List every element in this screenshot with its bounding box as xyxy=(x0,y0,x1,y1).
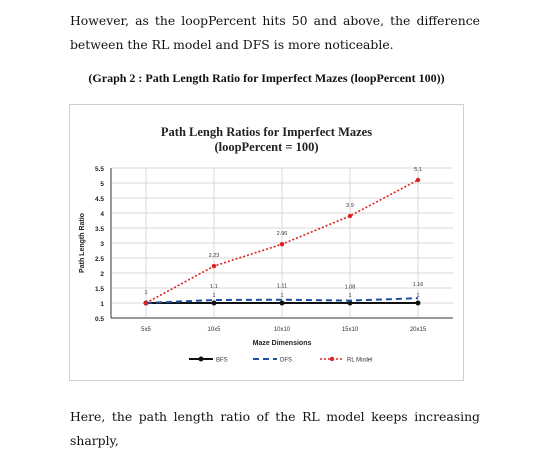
data-point-bfs xyxy=(211,300,217,306)
chart-plot: 0.5 1 1.5 2 2.5 3 3.5 4 4.5 5 5.5 5x5 10x5 10x10 15x10… xyxy=(79,166,453,364)
y-tick-label: 2 xyxy=(100,271,104,278)
data-label-rl-model: 2.96 xyxy=(277,231,288,237)
legend-label-dfs: DFS xyxy=(280,358,292,364)
chart-title: Path Lengh Ratios for Imperfect Mazes (l… xyxy=(70,125,463,155)
y-tick-label: 1 xyxy=(100,301,104,308)
x-tick-label: 5x5 xyxy=(141,327,151,333)
x-tick-label: 20x15 xyxy=(410,327,427,333)
data-point-rl-model xyxy=(143,300,149,306)
data-label-rl-model: 5.1 xyxy=(414,167,422,173)
data-label-dfs: 1.08 xyxy=(345,285,356,291)
x-tick-label: 15x10 xyxy=(342,327,359,333)
y-tick-label: 3 xyxy=(100,241,104,248)
data-label-bfs: 1 xyxy=(348,293,351,299)
data-point-rl-model xyxy=(415,177,421,183)
legend-label-rl-model: RL Model xyxy=(347,358,372,364)
paragraph-top: However, as the loopPercent hits 50 and … xyxy=(70,13,480,52)
y-tick-label: 0.5 xyxy=(95,316,104,323)
chart-figure: Path Lengh Ratios for Imperfect Mazes (l… xyxy=(69,104,464,381)
y-tick-label: 3.5 xyxy=(95,226,104,233)
data-label-bfs: 1 xyxy=(416,293,419,299)
data-point-rl-model xyxy=(279,242,285,247)
data-label-rl-model: 3.9 xyxy=(346,203,354,209)
legend-label-bfs: BFS xyxy=(216,358,228,364)
x-axis-title: Maze Dimensions xyxy=(253,340,312,347)
data-point-bfs xyxy=(347,300,353,306)
x-tick-label: 10x5 xyxy=(207,327,221,333)
data-label-rl-model: 2.23 xyxy=(209,253,220,259)
chart-title-line-2: (loopPercent = 100) xyxy=(214,140,319,154)
series-line-dfs xyxy=(145,297,419,304)
y-axis-title: Path Length Ratio xyxy=(79,213,86,273)
legend-marker-rl-model xyxy=(329,356,335,362)
data-label-bfs: 1 xyxy=(280,293,283,299)
chart-title-line-1: Path Lengh Ratios for Imperfect Mazes xyxy=(160,125,373,139)
data-point-bfs xyxy=(415,300,421,306)
y-tick-label: 4.5 xyxy=(95,196,104,203)
data-label-dfs: 1.11 xyxy=(277,284,287,290)
y-tick-label: 4 xyxy=(100,211,104,218)
data-label-rl-model: 1 xyxy=(144,290,147,296)
y-tick-label: 2.5 xyxy=(95,256,104,263)
data-point-bfs xyxy=(279,300,285,306)
y-tick-label: 1.5 xyxy=(95,286,104,293)
data-label-bfs: 1 xyxy=(212,293,215,299)
data-label-dfs: 1.1 xyxy=(210,284,218,290)
x-tick-label: 10x10 xyxy=(274,327,291,333)
data-label-dfs: 1.16 xyxy=(413,282,424,288)
legend-marker-bfs xyxy=(198,356,204,362)
paragraph-bottom: Here, the path length ratio of the RL mo… xyxy=(70,409,480,448)
data-point-rl-model xyxy=(211,263,217,269)
y-tick-label: 5.5 xyxy=(95,166,104,173)
figure-caption: (Graph 2 : Path Length Ratio for Imperfe… xyxy=(88,71,445,85)
y-tick-label: 5 xyxy=(100,181,104,188)
data-point-rl-model xyxy=(347,213,353,219)
